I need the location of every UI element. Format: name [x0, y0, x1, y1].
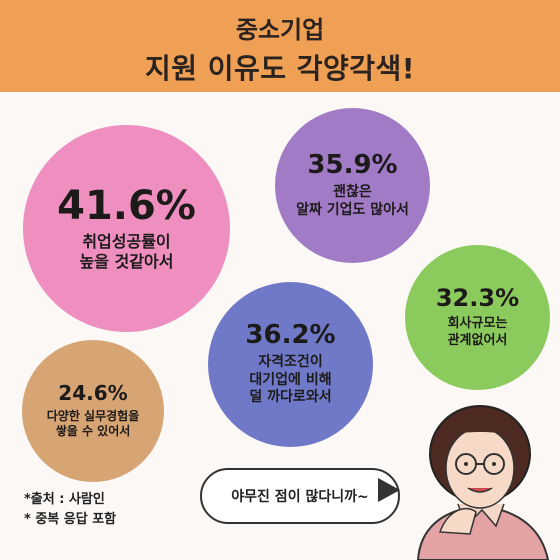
bubble-label-line: 괜찮은	[333, 184, 372, 200]
bubble-0: 41.6% 취업성공률이 높을 것같아서	[23, 125, 230, 332]
bubble-category-label: 취업성공률이 높을 것같아서	[80, 232, 174, 272]
bubble-label-line: 회사규모는	[447, 316, 508, 332]
speech-text: 야무진 점이 많다니까~	[231, 489, 369, 505]
bubble-label-line: 대기업에 비해	[249, 371, 332, 388]
bubble-value-label: 32.3%	[435, 284, 520, 313]
bubble-3: 36.2% 자격조건이 대기업에 비해 덜 까다로와서	[208, 282, 373, 447]
bubble-category-label: 자격조건이 대기업에 비해 덜 까다로와서	[249, 354, 331, 407]
speech-bubble: 야무진 점이 많다니까~	[200, 468, 400, 524]
bubble-4: 24.6% 다양한 실무경험을 쌓을 수 있어서	[22, 340, 164, 482]
bubble-1: 35.9% 괜찮은 알짜 기업도 많아서	[275, 108, 430, 263]
title-line-1: 중소기업	[235, 16, 325, 44]
title-banner: 중소기업 지원 이유도 각양각색!	[0, 0, 560, 92]
speech-bubble-tail	[378, 478, 400, 502]
title-line-2: 지원 이유도 각양각색!	[144, 52, 416, 85]
bubble-value-label: 24.6%	[58, 381, 128, 405]
bubble-category-label: 다양한 실무경험을 쌓을 수 있어서	[47, 409, 140, 439]
bubble-label-line: 자격조건이	[258, 354, 323, 371]
footnotes: *출처 : 사람인 * 중복 응답 포함	[24, 490, 116, 530]
bubble-label-line: 관계없어서	[447, 332, 508, 348]
bubble-category-label: 회사규모는 관계없어서	[448, 316, 508, 349]
cartoon-woman-illustration	[416, 405, 550, 560]
multiple-response-note: * 중복 응답 포함	[24, 512, 117, 528]
bubble-value-label: 35.9%	[307, 150, 398, 180]
bubble-label-line: 취업성공률이	[82, 231, 171, 251]
bubble-label-line: 쌓을 수 있어서	[55, 424, 131, 438]
bubble-value-label: 41.6%	[57, 182, 196, 229]
bubble-2: 32.3% 회사규모는 관계없어서	[405, 245, 550, 390]
bubble-label-line: 높을 것같아서	[79, 251, 174, 271]
source-note: *출처 : 사람인	[24, 492, 105, 507]
bubble-label-line: 다양한 실무경험을	[46, 409, 140, 423]
bubble-value-label: 36.2%	[245, 320, 336, 351]
bubble-category-label: 괜찮은 알짜 기업도 많아서	[296, 184, 409, 219]
bubble-label-line: 덜 까다로와서	[249, 389, 332, 406]
bubble-label-line: 알짜 기업도 많아서	[296, 201, 409, 218]
